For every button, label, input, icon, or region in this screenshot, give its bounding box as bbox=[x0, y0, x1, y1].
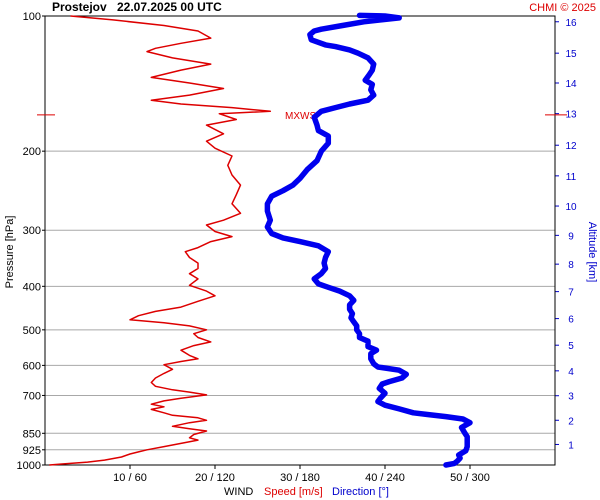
altitude-tick-1: 1 bbox=[568, 440, 574, 451]
altitude-tick-16: 16 bbox=[565, 18, 577, 29]
altitude-tick-14: 14 bbox=[565, 79, 577, 90]
altitude-tick-11: 11 bbox=[566, 172, 577, 183]
altitude-tick-15: 15 bbox=[565, 49, 577, 60]
altitude-tick-12: 12 bbox=[565, 141, 577, 152]
altitude-tick-5: 5 bbox=[568, 341, 574, 352]
pressure-tick-100: 100 bbox=[23, 11, 41, 23]
mxws-marker: MXWS bbox=[37, 111, 567, 122]
altitude-tick-9: 9 bbox=[568, 231, 574, 242]
pressure-tick-300: 300 bbox=[23, 225, 41, 237]
direction-series-line bbox=[264, 12, 473, 468]
altitude-tick-10: 10 bbox=[565, 202, 577, 213]
mxws-label: MXWS bbox=[285, 111, 316, 122]
pressure-tick-600: 600 bbox=[23, 360, 41, 372]
station-name: Prostejov bbox=[52, 0, 107, 14]
credit-text: CHMI © 2025 bbox=[529, 2, 596, 14]
legend-direction-label: Direction [°] bbox=[332, 486, 389, 498]
altitude-tick-4: 4 bbox=[568, 367, 574, 378]
speed-series-line bbox=[49, 15, 272, 466]
x-tick-labels: 10 / 60 20 / 120 30 / 180 40 / 240 50 / 300 bbox=[113, 465, 490, 484]
altitude-tick-6: 6 bbox=[568, 315, 574, 326]
pressure-tick-1000: 1000 bbox=[17, 460, 41, 472]
altitude-tick-3: 3 bbox=[568, 392, 574, 403]
pressure-tick-925: 925 bbox=[23, 445, 41, 457]
legend-wind-label: WIND bbox=[224, 486, 253, 498]
altitude-tick-2: 2 bbox=[568, 416, 574, 427]
pressure-axis-title: Pressure [hPa] bbox=[4, 216, 16, 289]
altitude-axis-title: Altitude [km] bbox=[586, 222, 598, 283]
pressure-tick-labels: 100 200 300 400 500 600 700 850 925 1000 bbox=[17, 11, 45, 472]
pressure-tick-500: 500 bbox=[23, 325, 41, 337]
altitude-tick-13: 13 bbox=[565, 110, 577, 121]
x-tick-10: 10 / 60 bbox=[113, 472, 147, 484]
altitude-tick-7: 7 bbox=[568, 288, 574, 299]
altitude-tick-8: 8 bbox=[568, 260, 574, 271]
pressure-tick-850: 850 bbox=[23, 428, 41, 440]
x-tick-30: 30 / 180 bbox=[280, 472, 320, 484]
legend-speed-label: Speed [m/s] bbox=[264, 486, 323, 498]
pressure-tick-700: 700 bbox=[23, 390, 41, 402]
x-tick-40: 40 / 240 bbox=[365, 472, 405, 484]
pressure-tick-400: 400 bbox=[23, 281, 41, 293]
sounding-datetime: 22.07.2025 00 UTC bbox=[117, 0, 222, 14]
x-tick-20: 20 / 120 bbox=[195, 472, 235, 484]
pressure-tick-200: 200 bbox=[23, 146, 41, 158]
pressure-grid bbox=[45, 150, 555, 451]
plot-frame bbox=[44, 15, 556, 466]
x-tick-50: 50 / 300 bbox=[450, 472, 490, 484]
